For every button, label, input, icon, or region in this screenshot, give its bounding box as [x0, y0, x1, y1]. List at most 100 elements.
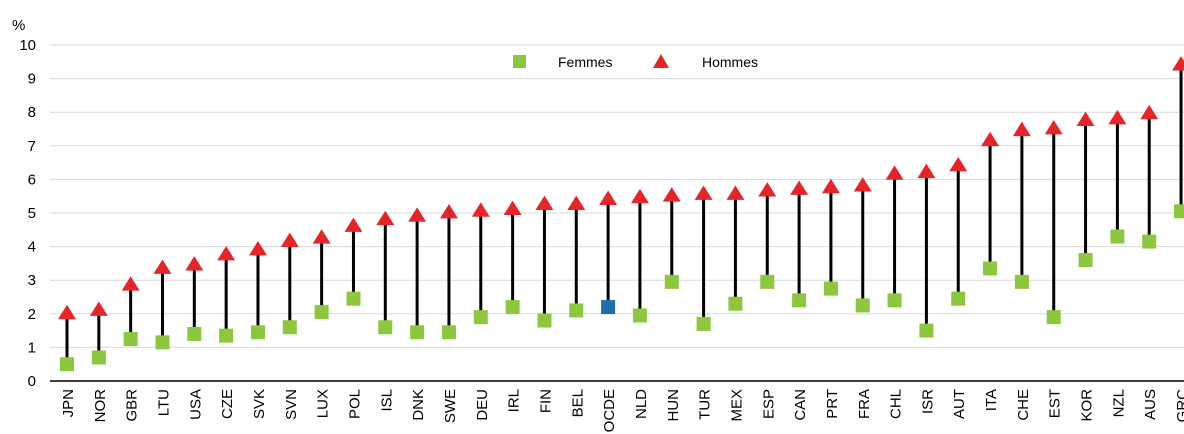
hommes-marker-HUN	[662, 187, 681, 202]
femmes-marker-GBR	[123, 332, 138, 346]
x-tick-label-JPN: JPN	[60, 389, 77, 417]
y-tick-label-10: 10	[19, 37, 36, 54]
hommes-marker-CAN	[790, 180, 809, 195]
hommes-marker-IRL	[503, 200, 522, 216]
x-tick-label-CZE: CZE	[219, 389, 236, 419]
femmes-marker-SVK	[250, 325, 265, 340]
x-tick-label-TUR: TUR	[697, 389, 714, 420]
hommes-marker-CZE	[217, 246, 236, 261]
x-tick-label-ISL: ISL	[378, 389, 395, 412]
legend: Femmes Hommes	[513, 54, 758, 70]
femmes-marker-NLD	[632, 308, 647, 323]
y-tick-label-0: 0	[28, 373, 36, 390]
hommes-marker-CHE	[1012, 121, 1031, 137]
hommes-marker-USA	[185, 256, 204, 271]
femmes-marker-FIN	[537, 313, 552, 328]
femmes-marker-LUX	[314, 305, 329, 320]
hommes-marker-BEL	[567, 195, 586, 210]
x-tick-label-CHL: CHL	[888, 389, 905, 419]
hommes-marker-ISL	[376, 210, 395, 226]
x-tick-label-DEU: DEU	[474, 389, 491, 421]
hommes-marker-AUS	[1140, 104, 1159, 120]
x-tick-label-FIN: FIN	[537, 389, 554, 413]
hommes-marker-DNK	[408, 207, 427, 222]
x-tick-label-ESP: ESP	[760, 389, 777, 419]
x-tick-label-SWE: SWE	[442, 389, 459, 423]
legend-hommes-label: Hommes	[702, 54, 758, 70]
x-tick-label-GBR: GBR	[124, 389, 141, 422]
femmes-marker-OCDE	[601, 300, 616, 315]
femmes-marker-FRA	[855, 298, 870, 313]
y-axis-ticks: 0 1 2 3 4 5 6 7 8 9 10	[19, 37, 36, 390]
hommes-marker-ITA	[981, 131, 1000, 147]
femmes-marker-AUS	[1142, 234, 1157, 249]
femmes-marker-CHE	[1014, 274, 1029, 289]
femmes-marker-PRT	[823, 281, 838, 296]
x-tick-label-BEL: BEL	[569, 389, 586, 417]
femmes-marker-NOR	[91, 350, 106, 365]
femmes-marker-POL	[346, 291, 361, 306]
femmes-marker-DEU	[473, 310, 488, 325]
femmes-marker-SVN	[282, 320, 297, 335]
legend-hommes-marker	[653, 54, 669, 68]
x-tick-label-CHE: CHE	[1015, 389, 1032, 421]
x-tick-label-HUN: HUN	[665, 389, 682, 422]
x-tick-label-ISR: ISR	[919, 389, 936, 414]
hommes-marker-ISR	[917, 163, 936, 179]
x-tick-label-CAN: CAN	[792, 389, 809, 421]
femmes-marker-SWE	[441, 325, 456, 340]
hommes-marker-SWE	[439, 204, 458, 219]
hommes-marker-GBR	[121, 276, 140, 291]
y-tick-label-7: 7	[28, 138, 36, 155]
femmes-marker-DNK	[410, 325, 425, 340]
hommes-marker-POL	[344, 217, 363, 232]
x-tick-label-AUT: AUT	[951, 389, 968, 419]
hommes-marker-DEU	[471, 202, 490, 217]
hommes-marker-EST	[1044, 120, 1063, 135]
x-tick-label-NZL: NZL	[1110, 389, 1127, 417]
x-tick-label-DNK: DNK	[410, 389, 427, 421]
femmes-marker-MEX	[728, 296, 743, 311]
x-tick-label-LTU: LTU	[155, 389, 172, 416]
y-tick-label-9: 9	[28, 71, 36, 88]
gridlines	[50, 44, 1184, 348]
hommes-marker-NOR	[89, 301, 108, 316]
hommes-marker-AUT	[949, 156, 968, 172]
hommes-marker-PRT	[821, 178, 840, 194]
hommes-marker-SVK	[248, 240, 267, 256]
hommes-marker-OCDE	[599, 190, 618, 205]
femmes-marker-NZL	[1110, 229, 1125, 244]
x-tick-label-OCDE: OCDE	[601, 389, 618, 432]
femmes-marker-ISL	[378, 320, 393, 335]
femmes-marker-USA	[187, 326, 202, 341]
x-tick-label-LUX: LUX	[315, 389, 332, 418]
x-tick-label-PRT: PRT	[824, 389, 841, 419]
y-tick-label-5: 5	[28, 205, 36, 222]
femmes-marker-LTU	[155, 335, 170, 350]
y-tick-label-4: 4	[28, 239, 36, 256]
y-tick-label-2: 2	[28, 306, 36, 323]
x-tick-label-IRL: IRL	[506, 389, 523, 412]
femmes-marker-CZE	[219, 328, 234, 343]
x-tick-label-MEX: MEX	[728, 389, 745, 422]
femmes-marker-ESP	[760, 274, 775, 289]
hommes-marker-SVN	[280, 232, 299, 247]
x-tick-label-AUS: AUS	[1142, 389, 1159, 420]
x-tick-label-GRC: GRC	[1174, 389, 1184, 423]
hommes-markers	[58, 56, 1184, 320]
femmes-marker-EST	[1046, 310, 1061, 325]
femmes-marker-CAN	[792, 293, 807, 308]
hommes-marker-ESP	[758, 182, 777, 197]
hommes-marker-KOR	[1076, 111, 1095, 126]
hommes-marker-NLD	[630, 188, 649, 204]
y-unit-label: %	[12, 17, 25, 34]
x-tick-label-SVN: SVN	[283, 389, 300, 420]
hommes-marker-NZL	[1108, 109, 1127, 125]
hommes-marker-LTU	[153, 259, 172, 274]
x-tick-label-KOR: KOR	[1079, 389, 1096, 422]
range-lines	[65, 65, 1183, 365]
hommes-marker-MEX	[726, 185, 745, 200]
hommes-marker-JPN	[58, 304, 76, 320]
x-axis-ticks: JPN NOR GBR LTU USA CZE SVK SVN LUX POL ISL DNK SWE D…	[60, 389, 1184, 433]
femmes-marker-GRC	[1174, 204, 1184, 219]
